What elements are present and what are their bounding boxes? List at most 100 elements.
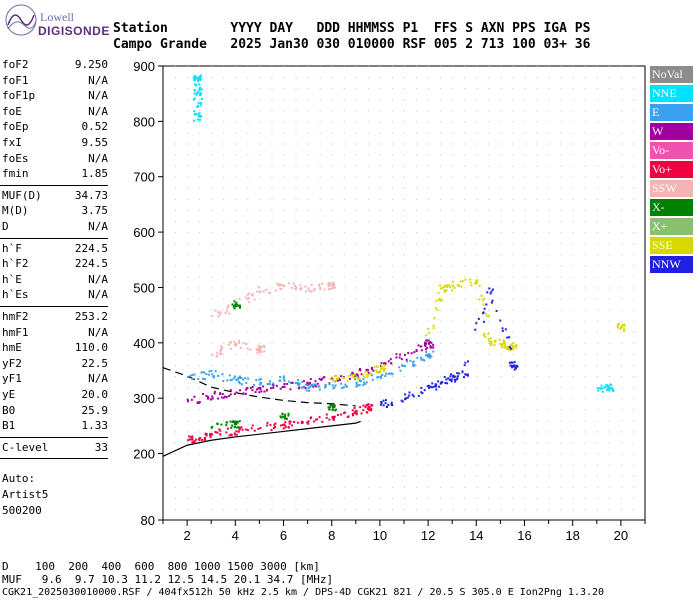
- grid-dot: [560, 265, 562, 267]
- echo-w-point: [259, 386, 262, 389]
- grid-dot: [416, 265, 418, 267]
- grid-dot: [536, 110, 538, 112]
- echo-w-point: [354, 375, 357, 378]
- grid-dot: [295, 342, 297, 344]
- echo-w-point: [356, 375, 359, 378]
- grid-dot: [367, 176, 369, 178]
- grid-dot: [500, 376, 502, 378]
- echo-w-point: [290, 381, 293, 384]
- echo-w-point: [372, 369, 375, 372]
- echo-sse-point: [440, 299, 443, 302]
- echo-nne-point: [612, 390, 615, 393]
- echo-ssw-point: [251, 293, 254, 296]
- grid-dot: [235, 187, 237, 189]
- grid-dot: [307, 187, 309, 189]
- echo-nnw-point: [490, 290, 493, 293]
- echo-x-point: [225, 421, 228, 424]
- footer-distance: D 100 200 400 600 800 1000 1500 3000 [km…: [2, 560, 320, 573]
- echo-w-point: [211, 397, 214, 400]
- grid-dot: [608, 110, 610, 112]
- grid-dot: [211, 276, 213, 278]
- grid-dot: [536, 66, 538, 67]
- grid-dot: [416, 409, 418, 411]
- grid-dot: [476, 165, 478, 167]
- echo-ssw-point: [258, 347, 261, 350]
- echo-vo-point: [359, 406, 362, 409]
- legend-item: Vo+: [650, 161, 693, 178]
- echo-ssw-point: [262, 290, 265, 293]
- echo-sse-point: [381, 367, 384, 370]
- grid-dot: [187, 198, 189, 200]
- grid-dot: [512, 88, 514, 90]
- grid-dot: [391, 254, 393, 256]
- grid-dot: [211, 475, 213, 477]
- echo-nnw-point: [408, 394, 411, 397]
- echo-e-point: [355, 381, 358, 384]
- echo-x-point: [285, 417, 288, 420]
- echo-ssw-point: [230, 347, 233, 350]
- grid-dot: [560, 232, 562, 234]
- echo-w-point: [390, 362, 393, 365]
- grid-dot: [500, 353, 502, 355]
- echo-sse-point: [476, 281, 479, 284]
- grid-dot: [211, 99, 213, 101]
- param-value: 33: [94, 440, 108, 454]
- grid-dot: [572, 342, 574, 344]
- grid-dot: [584, 198, 586, 200]
- grid-dot: [440, 376, 442, 378]
- echo-vo-point: [204, 439, 207, 442]
- echo-w-point: [420, 345, 423, 348]
- grid-dot: [199, 143, 201, 145]
- grid-dot: [211, 331, 213, 333]
- grid-dot: [632, 88, 634, 90]
- grid-dot: [512, 143, 514, 145]
- y-tick-label: 300: [133, 391, 155, 406]
- grid-dot: [476, 243, 478, 245]
- grid-dot: [572, 88, 574, 90]
- echo-e-point: [380, 375, 383, 378]
- echo-w-point: [365, 368, 368, 371]
- grid-dot: [404, 453, 405, 455]
- param-label: C-level: [2, 440, 49, 454]
- echo-w-point: [395, 353, 398, 356]
- grid-dot: [247, 232, 249, 234]
- echo-w-point: [239, 389, 242, 392]
- echo-nnw-point: [434, 383, 437, 386]
- echo-w-point: [425, 342, 428, 345]
- grid-dot: [319, 508, 321, 510]
- echo-vo-point: [328, 418, 331, 421]
- grid-dot: [500, 497, 502, 499]
- echo-vo-point: [210, 432, 213, 435]
- grid-dot: [307, 497, 309, 499]
- grid-dot: [343, 431, 345, 433]
- grid-dot: [548, 276, 550, 278]
- param-label: h`Es: [2, 288, 29, 302]
- grid-dot: [608, 475, 610, 477]
- grid-dot: [632, 387, 634, 389]
- grid-dot: [500, 464, 502, 466]
- echo-sse-point: [373, 366, 376, 369]
- grid-dot: [331, 376, 333, 378]
- grid-dot: [548, 508, 550, 510]
- grid-dot: [512, 497, 514, 499]
- grid-dot: [512, 353, 514, 355]
- grid-dot: [235, 209, 237, 211]
- param-value: N/A: [88, 89, 108, 103]
- grid-dot: [440, 265, 442, 267]
- echo-e-point: [226, 379, 229, 382]
- grid-dot: [632, 453, 634, 455]
- echo-nnw-point: [511, 366, 514, 369]
- grid-dot: [331, 154, 333, 156]
- echo-w-point: [367, 371, 370, 374]
- grid-dot: [500, 77, 502, 79]
- grid-dot: [608, 176, 610, 178]
- grid-dot: [620, 508, 622, 510]
- echo-vo-point: [225, 431, 228, 434]
- grid-dot: [512, 110, 514, 112]
- grid-dot: [235, 364, 237, 366]
- echo-e-point: [331, 384, 334, 387]
- grid-dot: [572, 508, 574, 510]
- echo-vo-point: [266, 424, 269, 427]
- echo-nne-point: [610, 387, 613, 390]
- echo-sse-point: [437, 298, 440, 301]
